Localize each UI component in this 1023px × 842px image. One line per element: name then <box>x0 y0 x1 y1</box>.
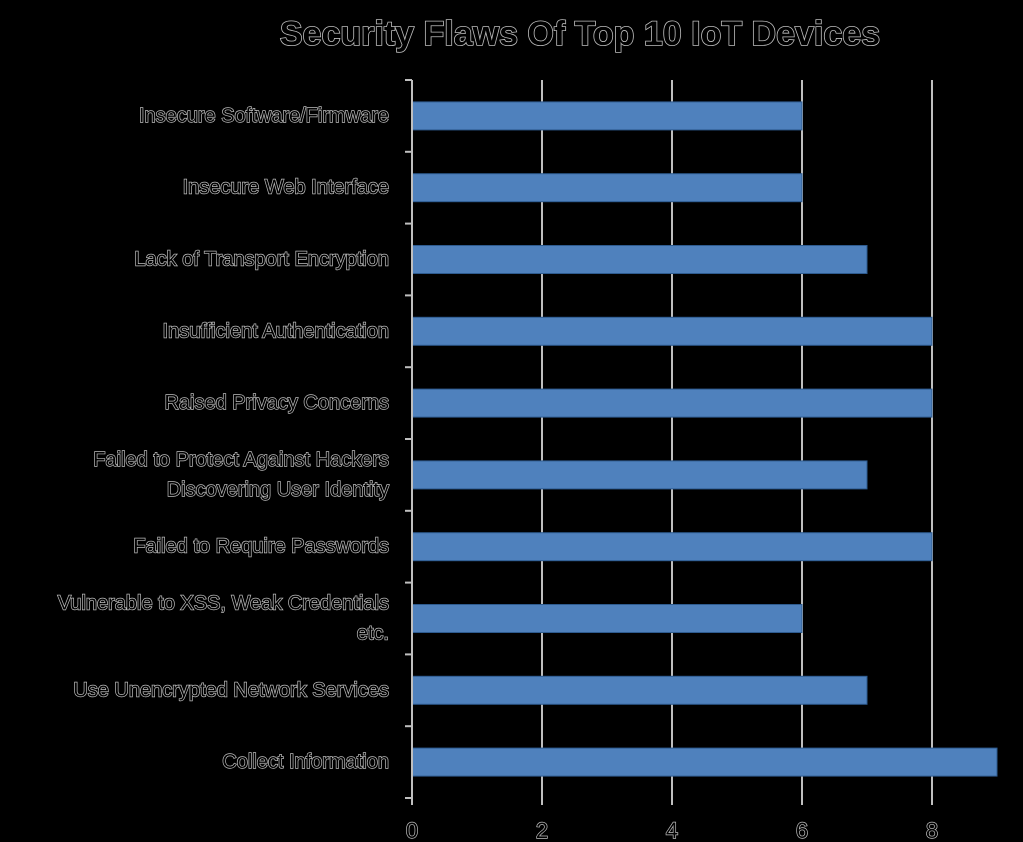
bar-10 <box>411 747 998 777</box>
bar-4 <box>411 316 933 346</box>
category-label: Failed to Protect Against Hackers <box>93 449 389 471</box>
bar-7 <box>411 532 933 562</box>
category-labels: Insecure Software/Firmware Insecure Web I… <box>57 104 390 774</box>
category-label: Raised Privacy Concerns <box>164 392 389 414</box>
bar-8 <box>411 604 803 633</box>
bar-6 <box>411 460 868 490</box>
x-tick-label: 0 <box>406 818 418 842</box>
category-label: Discovering User Identity <box>167 479 389 501</box>
category-label: Vulnerable to XSS, Weak Credentials <box>58 593 389 615</box>
category-label: Lack of Transport Encryption <box>134 249 389 271</box>
x-tick-label: 8 <box>926 818 938 842</box>
category-label: etc. <box>357 623 389 645</box>
x-tick-label: 6 <box>796 818 808 842</box>
bar-2 <box>411 173 803 203</box>
category-label: Collect Information <box>222 751 389 773</box>
x-tick-label: 4 <box>666 818 678 842</box>
category-label: Insufficient Authentication <box>163 320 389 342</box>
chart-title: Security Flaws Of Top 10 IoT Devices <box>280 15 880 53</box>
bar-9 <box>411 675 868 705</box>
tick-labels: 0 2 4 6 8 <box>405 817 939 842</box>
category-label: Insecure Software/Firmware <box>139 105 389 127</box>
axes <box>405 79 933 805</box>
category-label: Use Unencrypted Network Services <box>73 679 389 701</box>
bar-1 <box>411 101 803 131</box>
bar-3 <box>411 245 868 274</box>
x-tick-label: 2 <box>536 818 548 842</box>
bars <box>411 101 998 777</box>
category-label: Insecure Web Interface <box>183 177 389 199</box>
category-label: Failed to Require Passwords <box>133 536 389 558</box>
bar-5 <box>411 388 933 418</box>
